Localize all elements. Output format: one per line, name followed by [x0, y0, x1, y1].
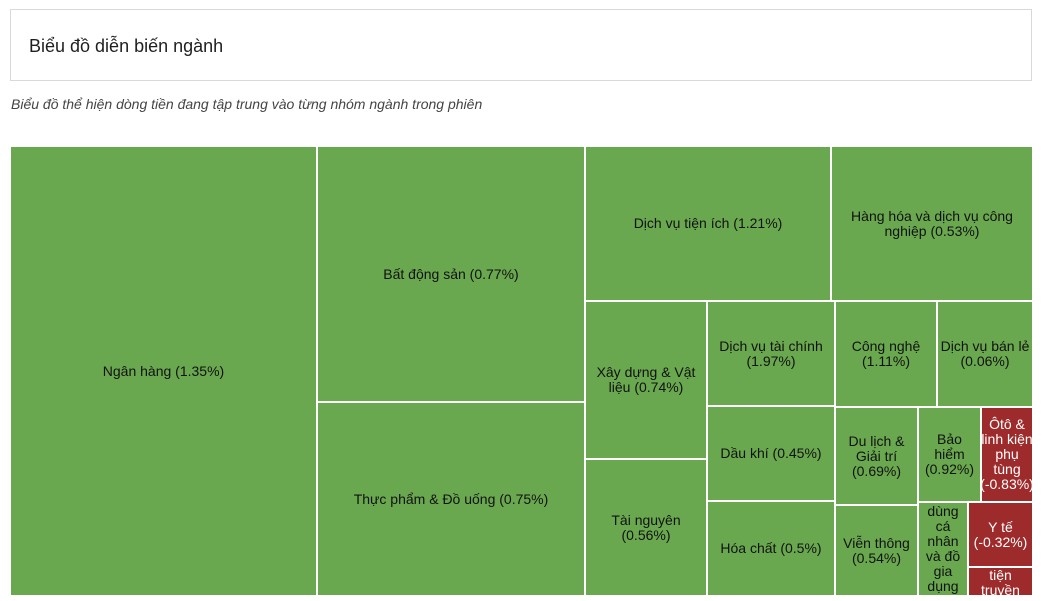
treemap-tile-label: tiện truyền thông [981, 567, 1020, 596]
treemap-tile-label: Dịch vụ tiện ích (1.21%) [633, 215, 783, 231]
treemap-tile-label: Công nghệ (1.11%) [851, 338, 921, 369]
treemap-tile-label: Bất động sản (0.77%) [383, 265, 519, 282]
treemap-tile-label: Ôtô & linh kiện phụ tùng (-0.83%) [981, 416, 1033, 492]
chart-subtitle: Biểu đồ thể hiện dòng tiền đang tập trun… [11, 96, 483, 112]
page-title: Biểu đồ diễn biến ngành [29, 36, 224, 56]
treemap-tile-label: Thực phẩm & Đồ uống (0.75%) [353, 490, 549, 507]
treemap-tile-dich-vu-ban-le[interactable]: Dịch vụ bán lẻ (0.06%) [937, 301, 1033, 407]
treemap-tile-dich-vu-tai-chinh[interactable]: Dịch vụ tài chính (1.97%) [707, 301, 835, 406]
treemap-tile-label: Dịch vụ bán lẻ (0.06%) [940, 338, 1030, 369]
treemap-tile-label: Dịch vụ tài chính (1.97%) [719, 337, 823, 369]
treemap-tile-label: Đồ dùng cá nhân và đồ gia dụng (0.5%) [922, 503, 963, 595]
treemap-tile-bao-hiem[interactable]: Bảo hiểm (0.92%) [918, 407, 981, 502]
treemap-tile-label: Du lịch & Giải trí (0.69%) [848, 432, 905, 479]
treemap-tile-phuong-tien-truyen-thong[interactable]: tiện truyền thông [968, 567, 1033, 596]
treemap-tile-hoa-chat[interactable]: Hóa chất (0.5%) [707, 501, 835, 596]
treemap-tile-y-te[interactable]: Y tế (-0.32%) [968, 502, 1033, 567]
treemap-tile-label: Hóa chất (0.5%) [720, 540, 822, 556]
treemap-tile-do-dung-ca-nhan[interactable]: Đồ dùng cá nhân và đồ gia dụng (0.5%) [918, 502, 968, 596]
treemap-tile-ngan-hang[interactable]: Ngân hàng (1.35%) [10, 146, 317, 596]
treemap-tile-label: Bảo hiểm (0.92%) [924, 431, 975, 477]
treemap-tile-label: Tài nguyên (0.56%) [611, 511, 681, 543]
treemap-tile-dich-vu-tien-ich[interactable]: Dịch vụ tiện ích (1.21%) [585, 146, 831, 301]
treemap-tile-vien-thong[interactable]: Viễn thông (0.54%) [835, 505, 918, 596]
treemap-tile-label: Ngân hàng (1.35%) [102, 362, 225, 379]
chart-header: Biểu đồ diễn biến ngành [10, 9, 1032, 81]
treemap-tile-label: Viễn thông (0.54%) [843, 534, 910, 566]
treemap-tile-bat-dong-san[interactable]: Bất động sản (0.77%) [317, 146, 585, 402]
treemap-tile-hang-hoa-dich-vu-cong-nghiep[interactable]: Hàng hóa và dịch vụ công nghiệp (0.53%) [831, 146, 1033, 301]
treemap-tile-label: Dầu khí (0.45%) [720, 445, 822, 461]
treemap-tile-tai-nguyen[interactable]: Tài nguyên (0.56%) [585, 459, 707, 596]
treemap-tile-label: Hàng hóa và dịch vụ công nghiệp (0.53%) [851, 207, 1013, 239]
treemap-tile-cong-nghe[interactable]: Công nghệ (1.11%) [835, 301, 937, 407]
treemap-tile-label: Xây dựng & Vật liệu (0.74%) [596, 364, 696, 395]
sector-treemap: Ngân hàng (1.35%) Bất động sản (0.77%) Thự… [10, 146, 1033, 596]
treemap-tile-xay-dung-vat-lieu[interactable]: Xây dựng & Vật liệu (0.74%) [585, 301, 707, 459]
treemap-tile-du-lich-giai-tri[interactable]: Du lịch & Giải trí (0.69%) [835, 407, 918, 505]
treemap-tile-thuc-pham-do-uong[interactable]: Thực phẩm & Đồ uống (0.75%) [317, 402, 585, 596]
treemap-tile-oto-linh-kien[interactable]: Ôtô & linh kiện phụ tùng (-0.83%) [981, 407, 1033, 502]
treemap-tile-label: Y tế (-0.32%) [973, 518, 1028, 550]
treemap-tile-dau-khi[interactable]: Dầu khí (0.45%) [707, 406, 835, 501]
